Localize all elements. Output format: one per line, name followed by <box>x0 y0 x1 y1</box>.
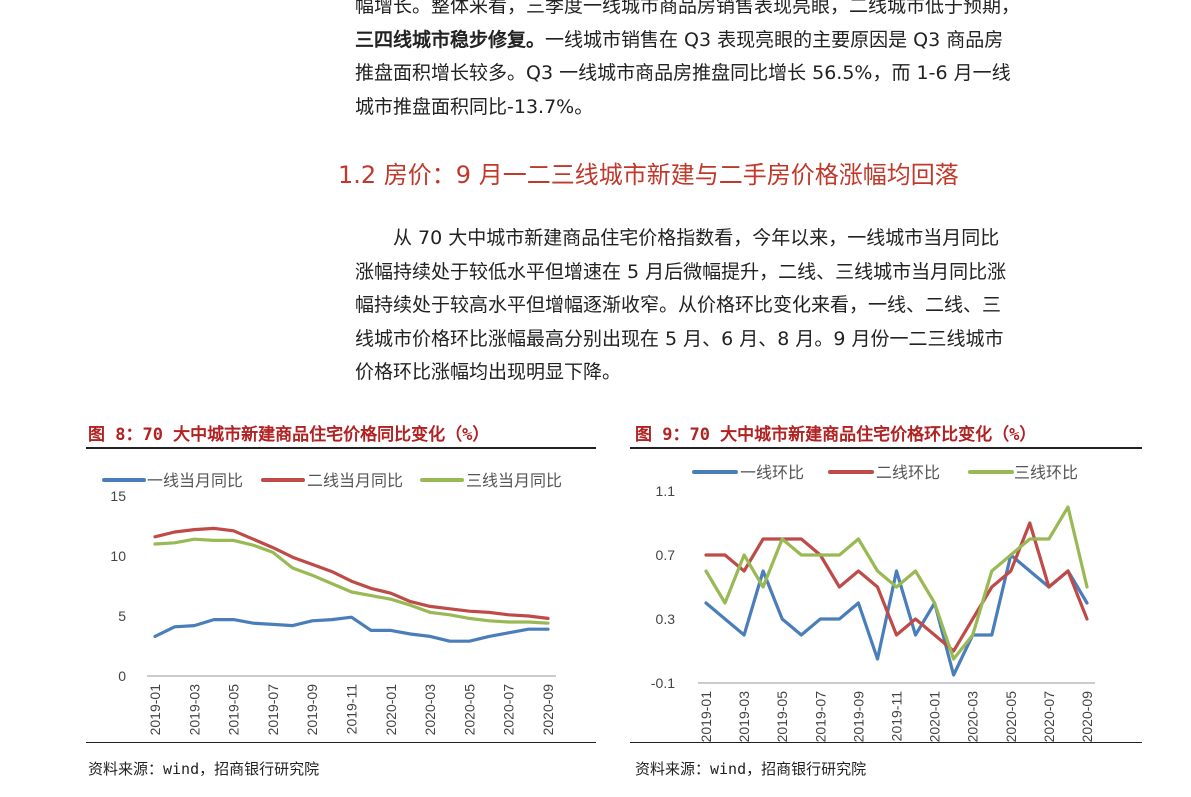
fig9-y-tick-label: -0.1 <box>651 675 675 691</box>
fig9-x-tick-label: 2019-09 <box>850 691 866 743</box>
fig9-x-tick-label: 2019-01 <box>698 691 714 743</box>
fig9-legend-label-2: 二线环比 <box>876 463 940 482</box>
fig8-x-tick-label: 2020-07 <box>501 684 517 736</box>
figure-9-top-rule <box>630 447 1142 449</box>
text-span: 从 70 大中城市新建商品住宅价格指数看，今年以来，一线城市当月同比 <box>393 227 1000 249</box>
figure-9-title: 图 9：70 大中城市新建商品住宅价格环比变化（%） <box>635 425 1037 445</box>
fig8-x-tick-label: 2020-05 <box>461 684 477 736</box>
text-line: 线城市价格环比涨幅最高分别出现在 5 月、6 月、8 月。9 月份一二三线城市 <box>355 327 1004 350</box>
fig8-x-tick-label: 2019-07 <box>265 684 281 736</box>
fig8-x-tick-label: 2019-11 <box>344 684 360 735</box>
text-line: 幅增长。整体来看，三季度一线城市商品房销售表现亮眼，二线城市低于预期， <box>355 0 1021 17</box>
text-span: 一线城市销售在 Q3 表现亮眼的主要原因是 Q3 商品房 <box>545 28 1004 51</box>
fig8-series-line-2 <box>153 526 550 621</box>
text-line: 从 70 大中城市新建商品住宅价格指数看，今年以来，一线城市当月同比 <box>355 222 1115 256</box>
figure-8-source: 资料来源：wind，招商银行研究院 <box>88 760 320 778</box>
fig8-series-line-3 <box>153 537 550 625</box>
main-paragraph: 从 70 大中城市新建商品住宅价格指数看，今年以来，一线城市当月同比 涨幅持续处… <box>355 222 1115 390</box>
fig9-x-tick-label: 2020-03 <box>965 691 981 743</box>
text-line: 推盘面积增长较多。Q3 一线城市商品房推盘同比增长 56.5%，而 1-6 月一… <box>355 62 1011 84</box>
figure-9-source: 资料来源：wind，招商银行研究院 <box>635 760 867 778</box>
text-line: 涨幅持续处于较低水平但增速在 5 月后微幅提升，二线、三线城市当月同比涨 <box>355 260 1007 283</box>
figure-8-title: 图 8：70 大中城市新建商品住宅价格同比变化（%） <box>88 425 490 445</box>
fig8-series-line-1 <box>153 615 550 643</box>
fig8-x-tick-label: 2019-03 <box>186 684 202 736</box>
fig8-legend-label-1: 一线当月同比 <box>147 471 243 490</box>
text-line: 幅持续处于较高水平但增幅逐渐收窄。从价格环比变化来看，一线、二线、三 <box>355 294 1002 316</box>
fig9-y-tick-label: 1.1 <box>656 483 676 499</box>
figure-9-bottom-rule <box>630 742 1142 743</box>
fig9-series-line-1 <box>704 553 1089 677</box>
fig9-series-line-2 <box>704 521 1089 653</box>
section-heading: 1.2 房价：9 月一二三线城市新建与二手房价格涨幅均回落 <box>338 161 959 189</box>
fig9-x-tick-label: 2019-05 <box>774 691 790 743</box>
fig8-x-tick-label: 2019-01 <box>147 684 163 736</box>
fig8-legend-label-3: 三线当月同比 <box>466 471 562 490</box>
fig9-x-tick-label: 2019-07 <box>812 691 828 743</box>
fig9-legend-label-1: 一线环比 <box>740 463 804 482</box>
fig9-x-tick-label: 2019-03 <box>736 691 752 743</box>
fig8-y-tick-label: 5 <box>118 608 126 624</box>
fig9-x-tick-label: 2019-11 <box>889 691 905 742</box>
text-line: 城市推盘面积同比-13.7%。 <box>355 95 594 118</box>
fig8-x-tick-label: 2020-03 <box>422 684 438 736</box>
figure-8-bottom-rule <box>86 742 596 743</box>
fig9-legend-label-3: 三线环比 <box>1014 463 1078 482</box>
bold-phrase: 三四线城市稳步修复。 <box>355 28 546 51</box>
fig8-x-tick-label: 2019-05 <box>226 684 242 736</box>
fig9-x-tick-label: 2020-01 <box>927 691 943 743</box>
text-line: 三四线城市稳步修复。一线城市销售在 Q3 表现亮眼的主要原因是 Q3 商品房 <box>355 24 1115 58</box>
fig9-x-tick-label: 2020-05 <box>1003 691 1019 743</box>
fig8-y-tick-label: 0 <box>118 668 126 684</box>
fig9-x-tick-label: 2020-07 <box>1041 691 1057 743</box>
fig9-y-tick-label: 0.7 <box>656 547 676 563</box>
fig9-series-line-3 <box>704 505 1089 661</box>
text-line: 价格环比涨幅均出现明显下降。 <box>355 361 622 383</box>
fig8-y-tick-label: 15 <box>110 488 126 504</box>
fig9-y-tick-label: 0.3 <box>656 611 676 627</box>
fig8-x-tick-label: 2020-09 <box>540 684 556 736</box>
fig8-y-tick-label: 10 <box>110 548 126 564</box>
fig8-x-tick-label: 2019-09 <box>304 684 320 736</box>
fig8-legend-label-2: 二线当月同比 <box>307 471 403 490</box>
fig9-x-tick-label: 2020-09 <box>1079 691 1095 743</box>
fig8-x-tick-label: 2020-01 <box>383 684 399 736</box>
figure-8-top-rule <box>86 447 596 449</box>
top-paragraph: 幅增长。整体来看，三季度一线城市商品房销售表现亮眼，二线城市低于预期， 三四线城… <box>355 0 1115 124</box>
